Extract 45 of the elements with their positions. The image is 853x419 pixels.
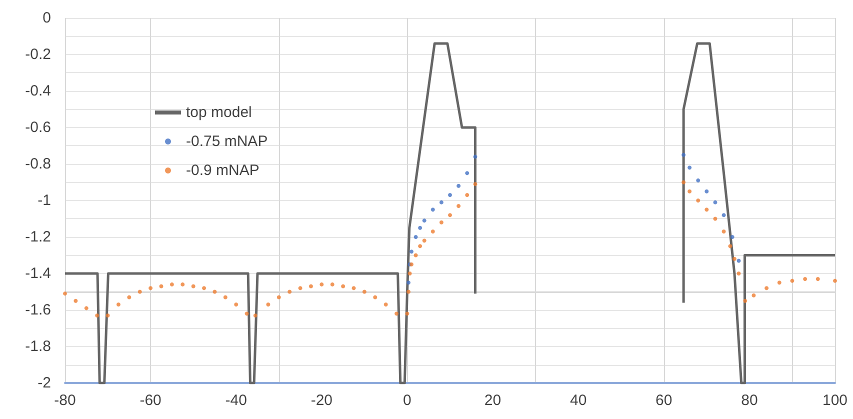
point [736,258,741,263]
point [465,171,470,176]
y-tick-label: 0 [42,10,51,26]
y-tick-label: -0.2 [25,46,51,63]
point [713,200,718,204]
point [448,193,452,198]
point [418,226,422,230]
point [682,152,686,157]
y-tick-label: -1.8 [25,338,51,355]
y-tick-label: -1.6 [25,302,51,318]
y-tick-label: -0.8 [25,156,51,172]
y-tick-label: -1.4 [25,265,51,282]
x-tick-label: -40 [225,392,247,409]
legend-label: -0.9 mNAP [186,162,260,179]
x-tick-label: -60 [140,392,162,409]
x-tick-label: -80 [54,392,76,409]
point [473,154,478,159]
line-series [64,42,476,384]
line-series [682,42,836,384]
point [414,235,418,239]
x-tick-label: 80 [741,392,758,409]
x-tick-label: 60 [656,392,672,409]
point [696,178,700,182]
legend-label: -0.75 mNAP [186,133,268,150]
point [688,166,692,170]
point [430,208,435,212]
y-tick-label: -0.4 [25,82,51,100]
y-tick-label: -2 [38,374,51,392]
point [730,235,734,239]
point [410,250,414,254]
x-tick-label: 40 [570,392,587,409]
point [406,280,411,285]
y-tick-label: -1 [38,192,51,209]
point [422,218,426,223]
point [722,213,726,218]
point [456,184,461,188]
y-tick-label: -0.6 [25,119,51,136]
point [439,200,444,204]
x-tick-label: 20 [484,392,502,409]
x-tick-label: -20 [310,392,333,409]
x-tick-label: 0 [403,392,412,409]
y-tick-label: -1.2 [25,228,51,246]
point [704,189,709,194]
legend-label: top model [186,104,252,121]
x-tick-label: 100 [822,392,848,409]
